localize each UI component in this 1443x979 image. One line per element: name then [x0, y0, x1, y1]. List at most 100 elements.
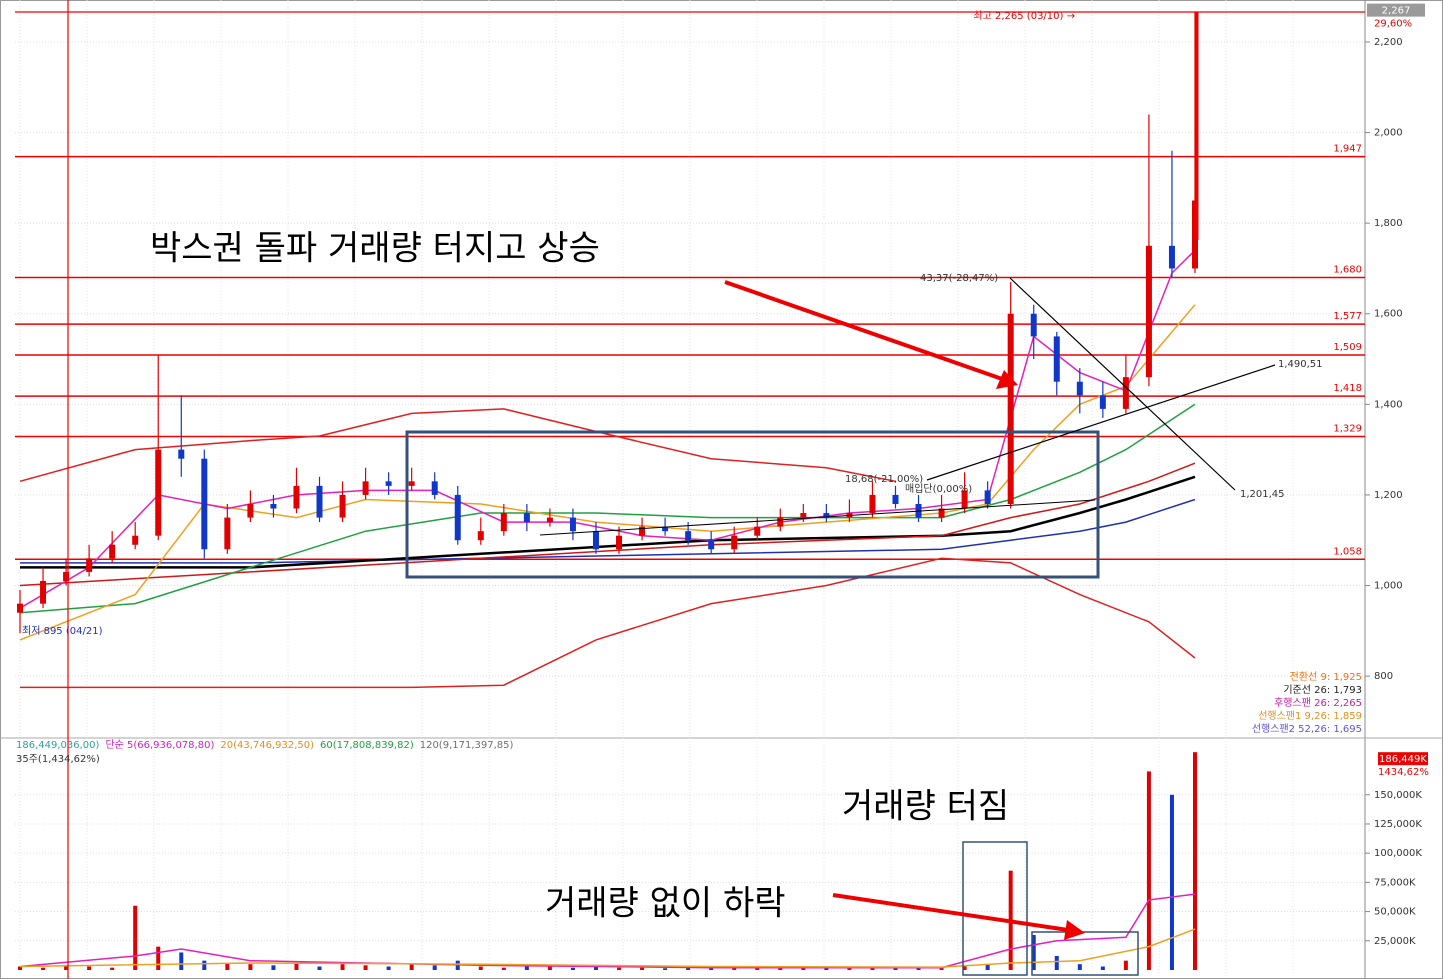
level-label: 1,058 [1333, 546, 1362, 557]
indicator-label: 전환선 9: 1,925 [1290, 671, 1362, 683]
indicator-label: 선행스팬1 9,26: 1,859 [1258, 710, 1362, 722]
volume-bar [916, 968, 921, 970]
candle-body [1099, 395, 1106, 409]
volume-bar [663, 968, 668, 970]
level-label: 1,329 [1333, 423, 1362, 434]
candle-body [754, 526, 761, 536]
volume-bar [617, 967, 622, 970]
volume-bar [317, 966, 322, 970]
candle-body [616, 535, 623, 550]
candle-body [40, 580, 47, 604]
volume-bar [41, 967, 46, 970]
candle-body [431, 481, 438, 495]
trend-line [539, 499, 1096, 536]
level-label: 1,577 [1333, 311, 1362, 322]
candle-body [316, 485, 323, 518]
level-label: 1,418 [1333, 383, 1362, 394]
candle-body [477, 531, 484, 541]
candle-body [1030, 313, 1037, 337]
volume-bar [824, 968, 829, 970]
candle-body [639, 526, 646, 536]
volume-bar [1031, 934, 1036, 970]
annotation: 매입단(0,00%) [905, 482, 972, 495]
annotation: 거래량 없이 하락 [545, 884, 786, 924]
volume-bar [801, 967, 806, 970]
trend-line [1009, 277, 1236, 491]
legend-entry: 단순 5(66,936,078,80) [105, 739, 214, 751]
volume-bar [1169, 794, 1174, 970]
candle-body [1007, 313, 1014, 504]
candle-body [1192, 200, 1198, 269]
last-price-label: 2,267 [1382, 6, 1411, 17]
volume-bar [409, 964, 414, 970]
candle-body [201, 458, 208, 550]
arrow [724, 280, 1006, 382]
volume-bar [1123, 960, 1128, 970]
arrow-head [1064, 920, 1085, 940]
indicator-line [19, 408, 896, 483]
annotation: 최고 2,265 (03/10) → [973, 10, 1075, 22]
legend-entry: 120(9,171,397,85) [420, 740, 514, 751]
volume-bar [110, 967, 115, 970]
arrow-head [996, 370, 1018, 389]
volume-bar [133, 905, 138, 970]
annotation: 18,68(-21,00%) [845, 474, 923, 485]
indicator-line [19, 403, 1196, 614]
candle-body [1168, 245, 1175, 269]
candle-body [247, 503, 254, 518]
candle-body [109, 544, 116, 559]
legend-entry: 20(43,746,932,50) [220, 740, 314, 751]
y-tick-label: 75,000K [1374, 877, 1416, 888]
candle-body [523, 513, 530, 523]
volume-bar [939, 967, 944, 970]
volume-bar [570, 967, 575, 970]
candle-body [892, 494, 899, 504]
indicator-line [19, 249, 1196, 609]
volume-bar [340, 964, 345, 970]
level-label: 1,680 [1333, 265, 1362, 276]
y-tick-label: 100,000K [1374, 848, 1422, 859]
annotation: 1,490,51 [1278, 359, 1323, 370]
candle-body [592, 531, 599, 550]
annotation: 1,201,45 [1240, 489, 1285, 500]
candle-body [685, 531, 692, 541]
candle-body [385, 481, 392, 486]
volume-bar [686, 967, 691, 970]
y-tick-label: 2,200 [1374, 37, 1403, 48]
volume-bar [64, 965, 69, 970]
volume-bar [1100, 966, 1105, 970]
box-range [405, 430, 1100, 579]
legend-entry: 186,449,036,00) [16, 740, 100, 751]
volume-bar [778, 968, 783, 970]
candle-body [800, 513, 807, 518]
volume-bar [363, 965, 368, 970]
volume-bar [248, 964, 253, 970]
indicator-label: 후행스팬 26: 2,265 [1274, 697, 1362, 709]
box-volume [962, 841, 1028, 976]
volume-bar [478, 966, 483, 970]
candle-body [662, 526, 669, 532]
candle-body [777, 517, 784, 527]
volume-bar [524, 965, 529, 970]
y-tick-label: 125,000K [1374, 819, 1422, 830]
candle-body [569, 517, 576, 532]
candle-body [1145, 245, 1152, 378]
candle-body [155, 449, 162, 536]
volume-bar [547, 966, 552, 970]
y-tick-label: 2,000 [1374, 128, 1403, 139]
indicator-line [19, 928, 1196, 968]
y-tick-label: 50,000K [1374, 907, 1416, 918]
annotation: 거래량 터짐 [842, 787, 1009, 827]
volume-bar [1193, 752, 1197, 970]
candle-body [270, 503, 277, 509]
annotation: 박스권 돌파 거래량 터지고 상승 [150, 229, 600, 269]
candle-body [1076, 381, 1083, 396]
candle-body [708, 540, 715, 550]
y-tick-label: 1,800 [1374, 218, 1403, 229]
candle-body [1122, 377, 1129, 409]
volume-bar [732, 967, 737, 970]
volume-subheader: 35주(1,434,62%) [16, 754, 100, 765]
last-price-box [1367, 3, 1425, 17]
